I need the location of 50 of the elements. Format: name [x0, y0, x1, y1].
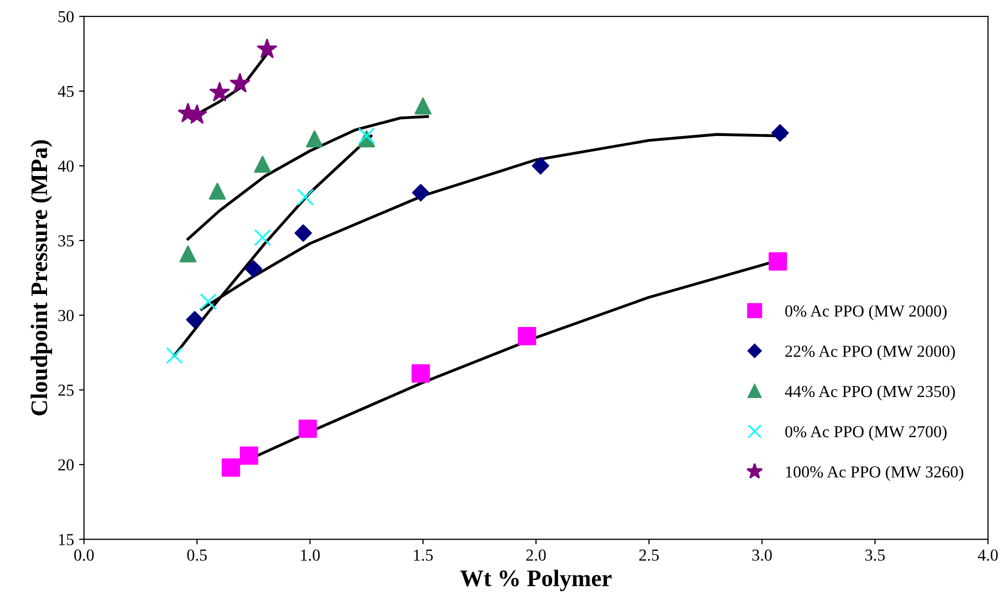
point	[166, 347, 183, 364]
x-tick-label: 0.0	[74, 550, 94, 561]
y-tick-label: 15	[59, 534, 74, 546]
y-tick-label: 50	[58, 11, 74, 22]
point	[244, 260, 262, 278]
point	[412, 364, 430, 383]
legend-label: 22% Ac PPO (MW 2000)	[785, 345, 955, 360]
x-tick-label: 3.5	[865, 550, 885, 561]
point	[200, 293, 217, 310]
point	[294, 224, 312, 242]
point	[222, 458, 240, 477]
point	[210, 82, 230, 102]
x-axis-title: Wt % Polymer	[460, 570, 612, 592]
point	[230, 73, 250, 92]
point	[414, 98, 432, 115]
legend-label: 0% Ac PPO (MW 2700)	[785, 426, 947, 441]
legend-label: 0% Ac PPO (MW 2000)	[785, 304, 947, 320]
point	[256, 38, 278, 58]
point	[298, 420, 317, 438]
point	[532, 157, 550, 174]
line-series	[186, 115, 429, 240]
x-tick-label: 0.5	[187, 550, 207, 561]
y-tick-label: 40	[58, 160, 74, 172]
legend-label: 44% Ac PPO (MW 2350)	[784, 385, 955, 400]
point	[771, 124, 789, 142]
point	[254, 156, 272, 173]
y-axis-title: Cloudpoint Pressure (MPa)	[30, 140, 52, 416]
x-tick-label: 2.0	[526, 550, 546, 561]
x-tick-label: 1.5	[414, 550, 433, 561]
y-tick-label: 20	[58, 459, 74, 471]
point	[297, 188, 314, 206]
y-tick-label: 35	[58, 235, 74, 246]
point	[306, 130, 323, 148]
x-tick-label: 4.0	[978, 550, 998, 561]
x-tick-label: 2.5	[639, 550, 659, 561]
point	[179, 245, 196, 262]
point	[208, 182, 226, 200]
x-tick-label: 1.0	[301, 550, 320, 561]
point	[768, 252, 787, 271]
y-tick-label: 30	[58, 310, 74, 322]
point	[186, 310, 204, 328]
point	[254, 229, 272, 246]
y-tick-label: 45	[58, 86, 74, 98]
point	[358, 127, 375, 144]
point	[240, 446, 258, 465]
y-tick-label: 25	[58, 384, 74, 396]
legend-label: 100% Ac PPO (MW 3260)	[786, 466, 964, 481]
point	[412, 184, 430, 202]
x-tick-label: 3.0	[752, 550, 772, 561]
point	[518, 326, 536, 346]
